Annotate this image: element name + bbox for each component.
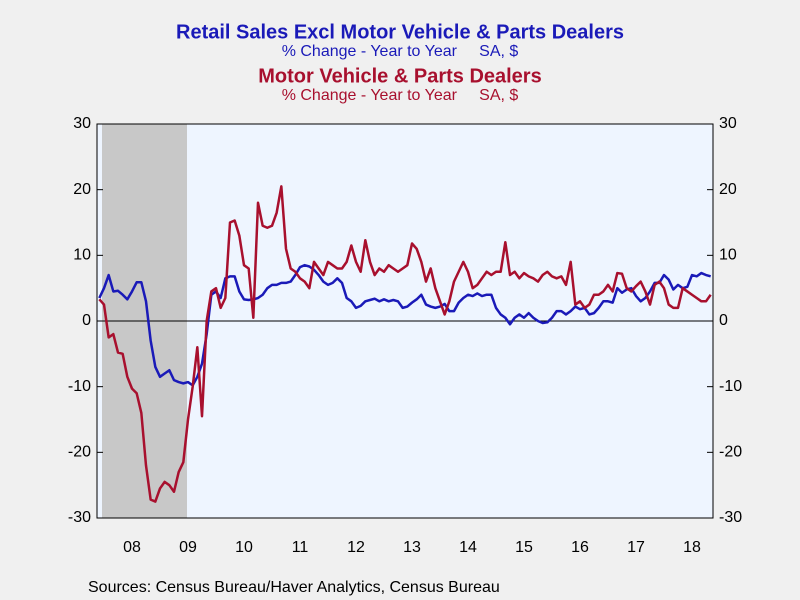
series-line	[98, 185, 712, 503]
x-tick-label: 12	[347, 539, 365, 556]
y-tick-label: 30	[73, 115, 91, 132]
y2-tick-label: -20	[719, 444, 742, 461]
legend-title: Retail Sales Excl Motor Vehicle & Parts …	[176, 21, 624, 43]
legend-subtitle: % Change - Year to Year SA, $	[282, 87, 519, 104]
y2-tick-label: 10	[719, 247, 737, 264]
x-tick-label: 15	[515, 539, 533, 556]
y-tick-label: -20	[68, 444, 91, 461]
legend-subtitle: % Change - Year to Year SA, $	[282, 43, 519, 60]
y2-tick-label: 30	[719, 115, 737, 132]
y2-tick-label: 20	[719, 181, 737, 198]
y-tick-label: 10	[73, 247, 91, 264]
y2-tick-label: -30	[719, 509, 742, 526]
y2-tick-label: 0	[719, 312, 728, 329]
x-tick-label: 17	[627, 539, 645, 556]
x-tick-label: 11	[292, 539, 309, 556]
x-tick-label: 10	[235, 539, 253, 556]
x-tick-label: 09	[179, 539, 197, 556]
y-tick-label: -30	[68, 509, 91, 526]
x-tick-label: 14	[459, 539, 477, 556]
y-tick-label: 20	[73, 181, 91, 198]
source-note: Sources: Census Bureau/Haver Analytics, …	[88, 579, 500, 596]
x-tick-label: 13	[403, 539, 421, 556]
series-line	[98, 263, 712, 387]
y-tick-label: 0	[82, 312, 91, 329]
legend-title: Motor Vehicle & Parts Dealers	[258, 65, 541, 87]
y-tick-label: -10	[68, 378, 91, 395]
plot-layer	[97, 185, 713, 503]
y2-tick-label: -10	[719, 378, 742, 395]
x-tick-label: 16	[571, 539, 589, 556]
x-tick-label: 18	[683, 539, 701, 556]
x-tick-label: 08	[123, 539, 141, 556]
